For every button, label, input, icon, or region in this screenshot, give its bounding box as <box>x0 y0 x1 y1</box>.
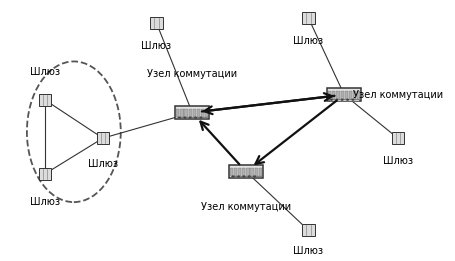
Bar <box>197 109 200 117</box>
Bar <box>177 117 207 118</box>
Circle shape <box>346 99 348 100</box>
Circle shape <box>335 99 337 100</box>
Bar <box>38 94 51 106</box>
Bar <box>205 109 208 117</box>
Circle shape <box>232 176 233 177</box>
Text: Шлюз: Шлюз <box>30 197 60 207</box>
Bar <box>348 91 351 99</box>
Bar <box>96 132 109 144</box>
Bar <box>233 168 237 176</box>
Text: Узел коммутации: Узел коммутации <box>352 90 442 100</box>
Circle shape <box>253 176 255 177</box>
Circle shape <box>200 117 201 118</box>
Bar <box>329 99 359 100</box>
Bar <box>201 109 204 117</box>
Bar <box>302 12 314 24</box>
Bar <box>242 168 245 176</box>
Text: Шлюз: Шлюз <box>293 36 323 46</box>
Circle shape <box>243 176 244 177</box>
Bar <box>328 91 331 99</box>
Bar <box>254 168 257 176</box>
Bar <box>302 224 314 236</box>
Circle shape <box>184 117 185 118</box>
Bar <box>340 91 343 99</box>
Text: Шлюз: Шлюз <box>30 67 60 77</box>
Bar <box>228 165 262 178</box>
Bar <box>352 91 355 99</box>
Bar <box>356 91 359 99</box>
Bar <box>188 109 192 117</box>
Circle shape <box>189 117 191 118</box>
Bar <box>38 168 51 180</box>
Circle shape <box>341 99 342 100</box>
Text: Шлюз: Шлюз <box>88 159 118 169</box>
Bar <box>192 109 196 117</box>
Bar <box>230 176 260 177</box>
Bar <box>391 132 403 144</box>
Bar <box>336 91 339 99</box>
Text: Шлюз: Шлюз <box>141 41 171 51</box>
Bar <box>344 91 347 99</box>
Text: Шлюз: Шлюз <box>382 156 412 166</box>
Bar <box>229 168 233 176</box>
Bar <box>332 91 335 99</box>
Bar <box>250 168 253 176</box>
Bar <box>176 109 179 117</box>
Bar <box>175 106 208 119</box>
Bar <box>246 168 249 176</box>
Bar <box>184 109 187 117</box>
Circle shape <box>237 176 239 177</box>
Text: Узел коммутации: Узел коммутации <box>200 202 290 212</box>
Text: Шлюз: Шлюз <box>293 246 323 256</box>
Text: Узел коммутации: Узел коммутации <box>147 69 237 79</box>
Bar <box>150 17 162 29</box>
Bar <box>258 168 261 176</box>
Circle shape <box>351 99 353 100</box>
Bar <box>327 88 360 101</box>
Bar <box>238 168 241 176</box>
Circle shape <box>248 176 249 177</box>
Circle shape <box>178 117 180 118</box>
Circle shape <box>194 117 196 118</box>
Circle shape <box>330 99 331 100</box>
Bar <box>180 109 183 117</box>
